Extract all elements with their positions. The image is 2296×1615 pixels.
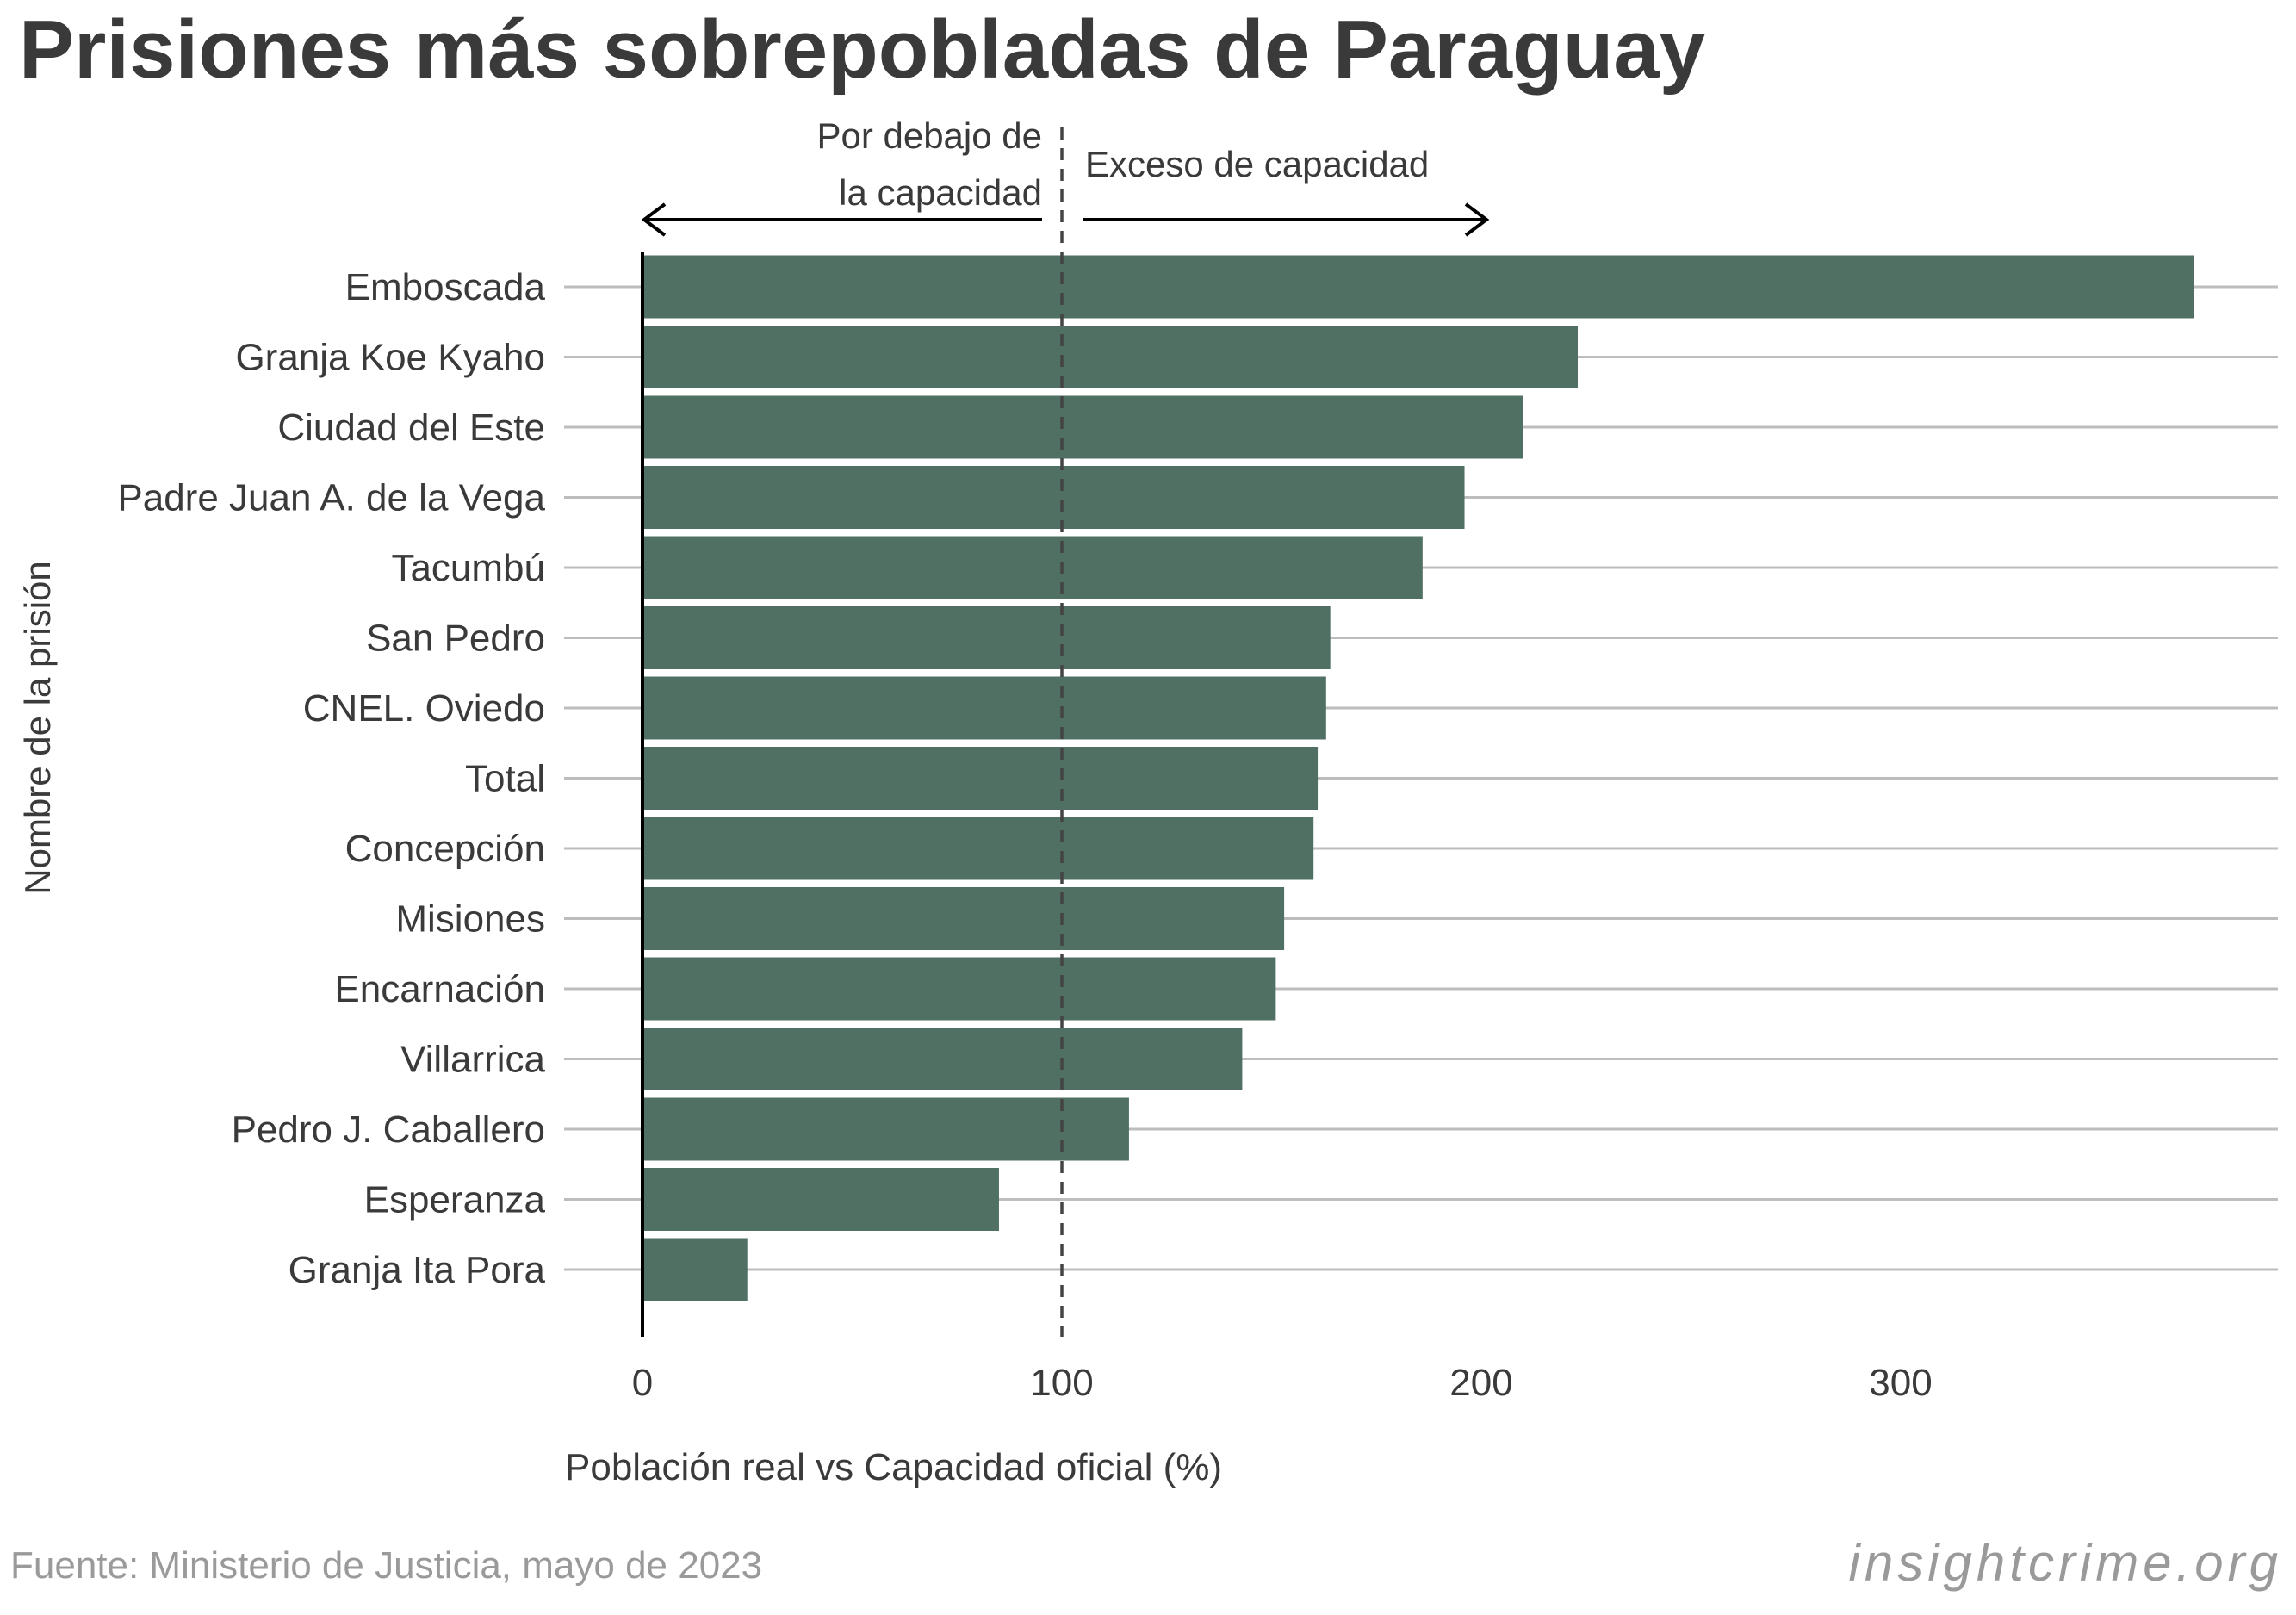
y-tick-label: Villarrica [400, 1039, 545, 1081]
y-tick-label: Misiones [395, 898, 545, 941]
x-tick-labels: 0 100 200 300 [632, 1362, 1933, 1404]
bar [642, 326, 1579, 388]
bar [642, 1028, 1243, 1090]
x-tick-label: 200 [1449, 1362, 1512, 1404]
bar [642, 255, 2194, 319]
y-tick-label: Total [465, 758, 545, 800]
y-tick-label: Concepción [345, 828, 545, 870]
x-tick-label: 0 [632, 1362, 653, 1404]
x-axis-title: Población real vs Capacidad oficial (%) [565, 1446, 1222, 1488]
source-note: Fuente: Ministerio de Justicia, mayo de … [10, 1544, 762, 1587]
excess-capacity-label: Exceso de capacidad [1085, 144, 1429, 184]
bar [642, 676, 1326, 740]
below-capacity-arrow [641, 202, 1042, 237]
credit-watermark: insightcrime.org [1849, 1534, 2283, 1592]
bar [642, 466, 1465, 529]
y-tick-label: Encarnación [334, 968, 545, 1010]
bar [642, 887, 1285, 950]
bars [642, 255, 2194, 1301]
bar [642, 957, 1276, 1021]
y-tick-label: Esperanza [364, 1179, 546, 1221]
chart-title: Prisiones más sobrepobladas de Paraguay [19, 3, 1705, 96]
y-tick-label: Granja Ita Pora [289, 1249, 546, 1291]
y-tick-label: Ciudad del Este [277, 407, 545, 449]
x-tick-label: 300 [1869, 1362, 1932, 1404]
bar [642, 1238, 748, 1301]
bar [642, 606, 1331, 669]
y-tick-label: CNEL. Oviedo [303, 687, 545, 730]
excess-capacity-arrow [1083, 202, 1490, 237]
y-tick-label: San Pedro [366, 618, 545, 660]
y-tick-labels: Emboscada Granja Koe Kyaho Ciudad del Este… [117, 266, 545, 1291]
bar [642, 747, 1319, 810]
bar [642, 817, 1314, 880]
y-tick-label: Emboscada [345, 266, 546, 308]
y-tick-label: Granja Koe Kyaho [235, 337, 545, 379]
bar [642, 395, 1523, 459]
y-tick-label: Padre Juan A. de la Vega [117, 477, 545, 519]
y-tick-label: Tacumbú [391, 547, 545, 589]
y-axis-title: Nombre de la prisión [17, 561, 58, 895]
below-capacity-label-line2: la capacidad [839, 172, 1042, 213]
y-tick-label: Pedro J. Caballero [232, 1109, 545, 1151]
below-capacity-label-line1: Por debajo de [816, 115, 1042, 156]
bar [642, 1097, 1129, 1161]
bar [642, 1168, 999, 1231]
x-tick-label: 100 [1030, 1362, 1093, 1404]
bar [642, 536, 1423, 599]
